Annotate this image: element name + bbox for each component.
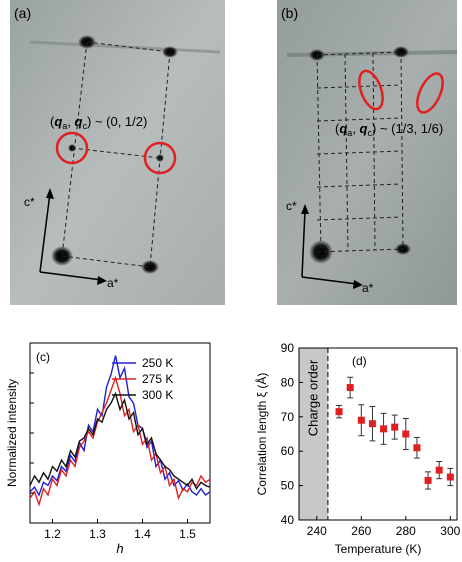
panel-a-label: (a) bbox=[14, 5, 31, 21]
y-tick-label: 40 bbox=[281, 513, 295, 527]
marker bbox=[446, 473, 454, 481]
marker bbox=[424, 476, 432, 484]
data-point bbox=[357, 404, 365, 437]
axis-a-label: a* bbox=[362, 281, 374, 295]
marker bbox=[380, 425, 388, 433]
panel-a-annotation: (qa, qc) ~ (0, 1/2) bbox=[50, 114, 147, 131]
axis-arrows bbox=[301, 204, 363, 289]
x-tick-label: 1.5 bbox=[179, 527, 196, 541]
x-tick-label: 1.2 bbox=[44, 527, 61, 541]
data-point bbox=[424, 471, 432, 490]
y-tick-label: 70 bbox=[281, 410, 295, 424]
axis-arrows bbox=[39, 188, 107, 285]
x-tick-label: 280 bbox=[396, 524, 416, 538]
data-point bbox=[435, 461, 443, 480]
marker bbox=[435, 466, 443, 474]
data-point bbox=[402, 418, 410, 450]
data-point bbox=[446, 467, 454, 487]
series-line-2 bbox=[29, 391, 211, 491]
chart-c-panel-label: (c) bbox=[36, 350, 50, 364]
data-point bbox=[368, 405, 376, 442]
legend-entry: 250 K bbox=[142, 356, 173, 370]
panel-c-chart: 1.2 1.3 1.4 1.5 (c) 250 K 275 K 300 K h Norma… bbox=[5, 342, 211, 556]
highlight-circle bbox=[143, 141, 177, 175]
marker bbox=[391, 423, 399, 431]
chart-d-panel-label: (d) bbox=[352, 354, 367, 368]
charge-order-region bbox=[299, 348, 328, 520]
chart-c-x-axis-label: h bbox=[116, 541, 123, 556]
chart-c-plot-area bbox=[29, 342, 211, 524]
y-tick-label: 50 bbox=[281, 479, 295, 493]
y-tick-label: 90 bbox=[281, 341, 295, 355]
marker bbox=[346, 384, 354, 392]
series-line-0 bbox=[29, 355, 211, 497]
marker bbox=[368, 420, 376, 428]
marker bbox=[413, 444, 421, 452]
x-tick-label: 1.4 bbox=[134, 527, 151, 541]
data-point bbox=[346, 376, 354, 399]
panel-d-chart: Charge order 240 260 280 300 40 50 60 70 80 90 (… bbox=[254, 341, 461, 556]
chart-d-y-axis-label: Correlation length ξ (Å) bbox=[254, 373, 269, 496]
panel-b-label: (b) bbox=[281, 5, 298, 21]
highlight-ellipse bbox=[358, 69, 384, 111]
highlight-ellipse bbox=[416, 72, 444, 114]
panel-a-diffraction: (a) (qa, qc) ~ (0, 1/2) c* a* bbox=[10, 0, 225, 305]
data-point bbox=[391, 414, 399, 440]
x-tick-label: 300 bbox=[440, 524, 460, 538]
legend-entry: 275 K bbox=[142, 372, 173, 386]
marker bbox=[357, 416, 365, 424]
charge-order-label: Charge order bbox=[305, 359, 320, 436]
chart-d-x-axis-label: Temperature (K) bbox=[335, 542, 422, 556]
marker bbox=[335, 408, 343, 416]
panel-b-diffraction: (b) (qa, qc) ~ (1/3, 1/6) c* a* bbox=[277, 0, 457, 305]
x-tick-label: 240 bbox=[307, 524, 327, 538]
x-tick-label: 1.3 bbox=[89, 527, 106, 541]
y-tick-label: 60 bbox=[281, 444, 295, 458]
y-tick-label: 80 bbox=[281, 375, 295, 389]
data-point bbox=[380, 412, 388, 445]
marker bbox=[402, 430, 410, 438]
axis-c-label: c* bbox=[286, 199, 297, 213]
series-line-1 bbox=[29, 375, 211, 507]
data-point bbox=[413, 436, 421, 459]
axis-a-label: a* bbox=[107, 276, 119, 290]
panel-b-annotation: (qa, qc) ~ (1/3, 1/6) bbox=[335, 121, 443, 138]
reciprocal-lattice-grid bbox=[316, 51, 404, 253]
data-point bbox=[335, 404, 343, 419]
x-tick-label: 260 bbox=[351, 524, 371, 538]
highlight-circle bbox=[55, 131, 89, 165]
legend-entry: 300 K bbox=[142, 388, 173, 402]
chart-c-y-axis-label: Normalized intensity bbox=[5, 379, 19, 487]
axis-c-label: c* bbox=[24, 195, 35, 209]
